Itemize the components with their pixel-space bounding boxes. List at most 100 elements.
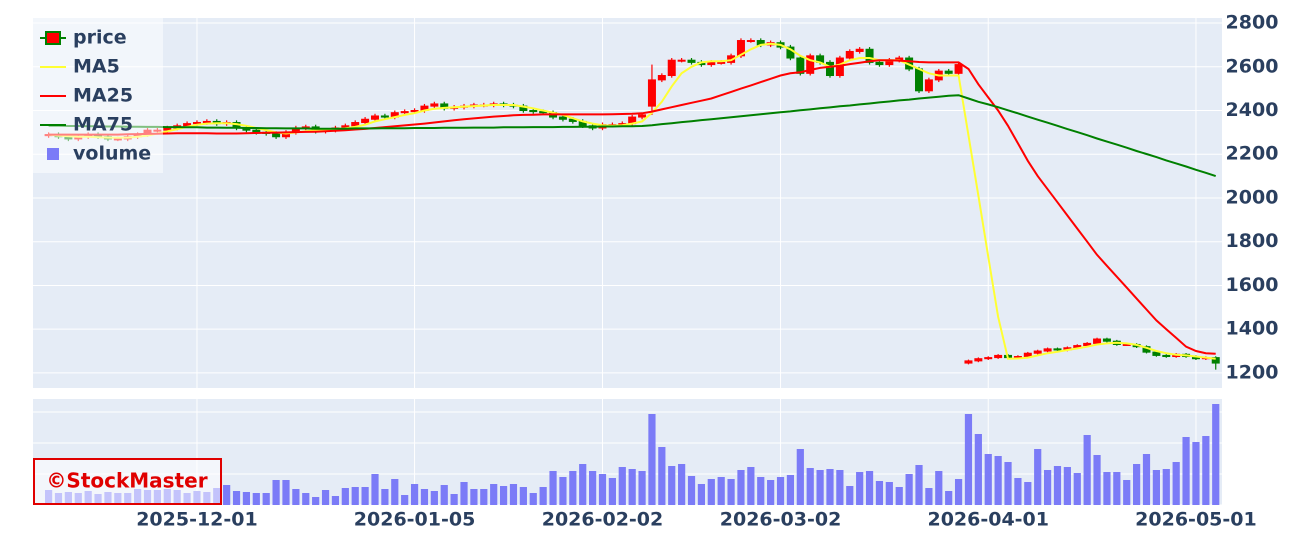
candle-body (1053, 348, 1062, 351)
candle-body (371, 115, 380, 120)
volume-bar (371, 474, 379, 505)
volume-bar (470, 489, 478, 505)
grid: 1200 1400 1600 1800 2000 2200 2400 2600 2800 2025… (33, 12, 1278, 531)
y-tick-label: 1800 (1226, 230, 1279, 252)
volume-bar (717, 477, 725, 505)
volume-bar (668, 466, 676, 505)
candle-body (1033, 350, 1042, 354)
volume-bar (935, 471, 943, 505)
x-tick-label: 2026-02-02 (542, 509, 664, 531)
volume-bar (658, 447, 666, 505)
volume-bar (1142, 454, 1151, 505)
volume-bar (1043, 470, 1052, 505)
y-tick-label: 1200 (1226, 361, 1279, 383)
volume-bar (786, 475, 795, 505)
legend-label: price (73, 27, 127, 49)
candle-body (677, 59, 686, 62)
y-tick-label: 2800 (1226, 12, 1279, 34)
candle-body (717, 61, 726, 64)
y-tick-label: 2000 (1226, 186, 1279, 208)
candle-body (1152, 351, 1161, 356)
volume-bar (648, 414, 656, 505)
volume-bar (915, 465, 923, 505)
candle-body (529, 110, 538, 113)
volume-bar (232, 491, 241, 505)
volume-bar (687, 476, 696, 505)
candle-body (1211, 357, 1220, 364)
volume-bar (410, 484, 419, 505)
volume-bar (895, 487, 903, 505)
candle-body (865, 48, 874, 63)
candle-body (875, 61, 884, 66)
candle-body (806, 55, 815, 74)
candle-body (1043, 348, 1052, 352)
volume-bar (1182, 437, 1190, 505)
volume-bar (223, 485, 231, 505)
volume-bar (707, 479, 715, 505)
candle-body (796, 57, 805, 74)
volume-bar (1152, 470, 1160, 505)
candle-body (1023, 352, 1032, 358)
volume-bar (549, 471, 557, 505)
candle-body (430, 103, 439, 107)
volume-bar (1083, 435, 1091, 505)
volume-bar (272, 480, 280, 505)
volume-bar (945, 491, 953, 505)
candle-body (1102, 338, 1111, 342)
volume-bar (559, 477, 567, 505)
volume-bar (341, 488, 349, 505)
candle-body (647, 79, 656, 107)
volume-bar (638, 471, 646, 505)
candle-body (1122, 343, 1131, 346)
volume-bar (974, 434, 982, 505)
candle-body (746, 40, 755, 43)
candle-body (974, 358, 983, 362)
volume-bar (282, 480, 290, 505)
volume-bar (1073, 473, 1081, 505)
volume-bar (1172, 462, 1180, 505)
ma-line (48, 59, 1216, 355)
x-tick-label: 2025-12-01 (136, 509, 258, 531)
volume-bar (529, 493, 537, 505)
candle-body (667, 59, 676, 77)
volume-bar (499, 486, 508, 505)
volume-bar (579, 464, 587, 505)
volume-bar (430, 491, 438, 505)
volume-bar (252, 493, 260, 505)
watermark-text: ©StockMaster (46, 469, 207, 493)
volume-bar (1063, 467, 1071, 505)
price-plot-area (33, 18, 1222, 388)
y-tick-label: 1400 (1226, 318, 1279, 340)
volume-bar (608, 478, 616, 505)
legend-label: MA5 (73, 56, 120, 78)
legend-label: volume (73, 143, 151, 165)
volume-bar (1004, 462, 1012, 505)
candle-body (183, 123, 192, 127)
volume-bar (460, 482, 468, 505)
volume-bar (361, 487, 369, 505)
volume-bar (697, 484, 706, 505)
x-tick-label: 2026-01-05 (354, 509, 476, 531)
volume-bar (450, 494, 458, 505)
candle-body (845, 50, 854, 59)
candle-body (1083, 342, 1092, 347)
volume-bar (984, 454, 992, 505)
volume-plot-area (33, 399, 1222, 505)
volume-bar (806, 468, 814, 505)
ma-line (48, 94, 1217, 178)
volume-bar (1123, 480, 1131, 505)
volume-bar (1034, 449, 1042, 505)
candle-body (687, 59, 696, 63)
candle-body (400, 111, 409, 114)
candle-body (915, 68, 924, 92)
volume-bar (905, 474, 913, 505)
volume-bar (292, 489, 300, 505)
candle-body (855, 48, 864, 52)
volume-bar (1202, 436, 1210, 505)
volume-bar (776, 477, 785, 505)
volume-bar (1162, 469, 1170, 505)
volume-bar (727, 479, 735, 505)
volume-bar (767, 480, 775, 505)
volume-bar (1093, 455, 1101, 505)
